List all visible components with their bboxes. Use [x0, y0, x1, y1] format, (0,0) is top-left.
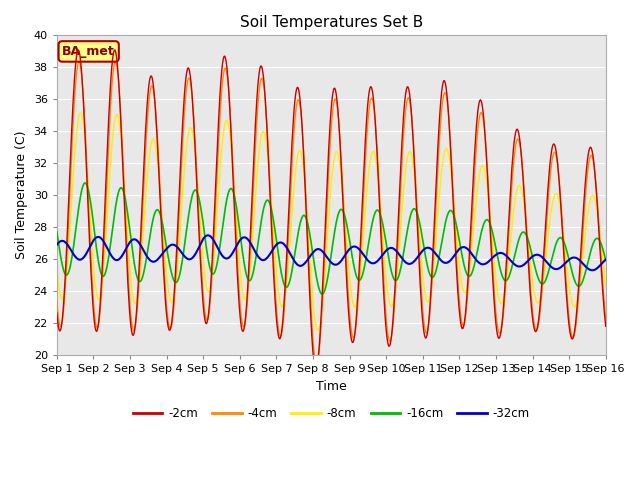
Legend: -2cm, -4cm, -8cm, -16cm, -32cm: -2cm, -4cm, -8cm, -16cm, -32cm	[128, 402, 534, 425]
Title: Soil Temperatures Set B: Soil Temperatures Set B	[239, 15, 423, 30]
X-axis label: Time: Time	[316, 380, 347, 393]
Text: BA_met: BA_met	[62, 45, 115, 58]
Y-axis label: Soil Temperature (C): Soil Temperature (C)	[15, 131, 28, 259]
